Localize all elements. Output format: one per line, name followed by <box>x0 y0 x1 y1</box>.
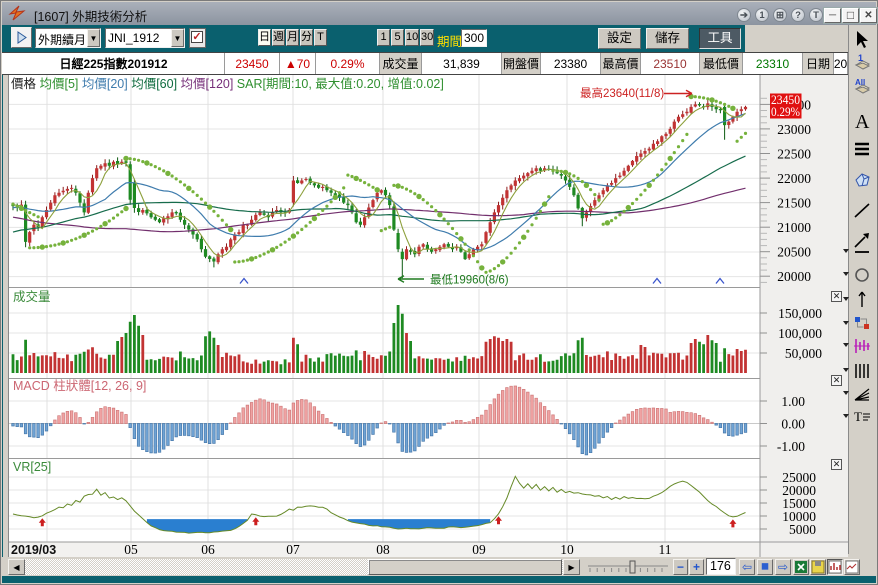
svg-text:5000: 5000 <box>789 522 816 537</box>
svg-text:成交量: 成交量 <box>13 289 51 304</box>
svg-text:1.00: 1.00 <box>781 394 805 409</box>
svg-text:25000: 25000 <box>782 470 816 485</box>
svg-text:23450: 23450 <box>771 93 800 107</box>
svg-text:11: 11 <box>659 542 672 557</box>
svg-text:1: 1 <box>858 53 863 63</box>
svg-text:T: T <box>854 409 862 424</box>
svg-text:50,000: 50,000 <box>785 346 822 361</box>
svg-text:22000: 22000 <box>777 171 811 186</box>
svg-text:MACD 柱狀體[12, 26, 9]: MACD 柱狀體[12, 26, 9] <box>13 378 146 393</box>
svg-text:20000: 20000 <box>782 483 816 498</box>
svg-text:21000: 21000 <box>777 220 811 235</box>
svg-text:08: 08 <box>376 542 390 557</box>
svg-text:100,000: 100,000 <box>778 326 822 341</box>
svg-text:VR[25]: VR[25] <box>13 460 51 474</box>
svg-text:最低19960(8/6): 最低19960(8/6) <box>430 274 509 287</box>
svg-text:07: 07 <box>286 542 300 557</box>
svg-text:06: 06 <box>201 542 215 557</box>
svg-text:09: 09 <box>472 542 486 557</box>
svg-text:22500: 22500 <box>777 147 811 162</box>
svg-text:0.29%: 0.29% <box>771 105 800 119</box>
svg-text:All: All <box>855 78 865 87</box>
svg-text:23000: 23000 <box>777 122 811 137</box>
svg-text:05: 05 <box>124 542 138 557</box>
svg-text:-1.00: -1.00 <box>777 439 805 454</box>
svg-text:10000: 10000 <box>782 509 816 524</box>
svg-text:2019/03: 2019/03 <box>11 543 56 557</box>
svg-text:150,000: 150,000 <box>778 306 822 321</box>
svg-text:A: A <box>855 111 870 132</box>
svg-text:最高23640(11/8): 最高23640(11/8) <box>580 86 664 100</box>
svg-text:10: 10 <box>560 542 574 557</box>
svg-text:20500: 20500 <box>777 245 811 260</box>
svg-text:21500: 21500 <box>777 196 811 211</box>
svg-text:價格 均價[5] 均價[20] 均價[60] 均價[120]: 價格 均價[5] 均價[20] 均價[60] 均價[120] SAR[期間:10… <box>11 76 444 91</box>
svg-text:15000: 15000 <box>782 496 816 511</box>
svg-text:20000: 20000 <box>777 269 811 284</box>
svg-text:0.00: 0.00 <box>781 417 805 432</box>
